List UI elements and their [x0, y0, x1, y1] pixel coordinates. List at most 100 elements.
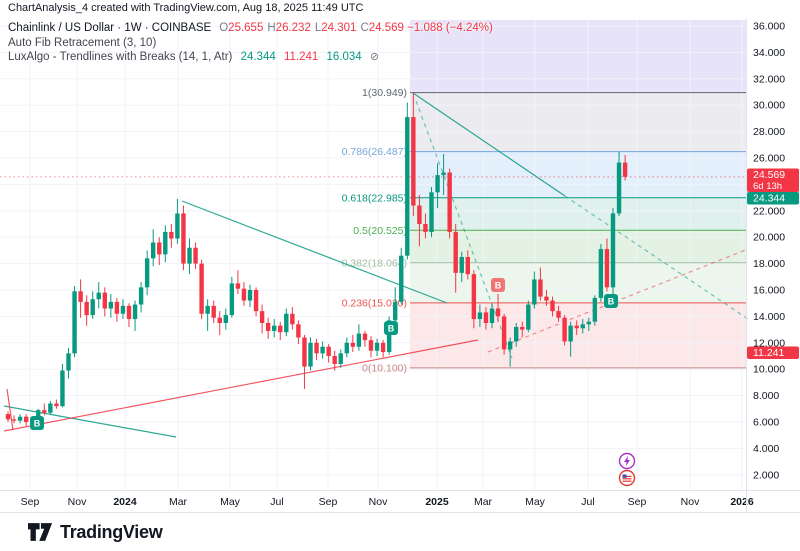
candle-body [622, 162, 628, 177]
candle-body [459, 257, 464, 273]
candle-body [66, 353, 71, 371]
time-axis-label: 2024 [113, 496, 137, 508]
candle-body [42, 410, 47, 413]
candle-body [411, 117, 416, 206]
time-axis-label: May [220, 496, 241, 508]
candle-body [247, 290, 253, 301]
candle-body [489, 308, 495, 323]
fib-level-label: 0.382(18.064) [342, 257, 407, 269]
candle-body [175, 213, 180, 239]
time-axis-label: Nov [369, 496, 388, 508]
price-axis-label: 2.000 [753, 469, 779, 481]
trendline [3, 339, 479, 432]
price-axis-label: 34.000 [753, 47, 785, 59]
candle-body [108, 301, 114, 309]
candle-body [483, 312, 489, 323]
price-axis-divider [746, 18, 747, 512]
auto-fib-indicator-title: Auto Fib Retracement (3, 10) [8, 36, 157, 49]
time-axis-label: Nov [68, 496, 87, 508]
candlestick-series[interactable] [5, 92, 628, 426]
candle-body [453, 231, 458, 273]
time-axis-label: 2026 [730, 496, 754, 508]
legend-fib-row[interactable]: Auto Fib Retracement (3, 10) [8, 36, 493, 51]
tradingview-logo-text: TradingView [60, 521, 163, 542]
candle-body [477, 312, 483, 320]
candle-body [126, 305, 132, 320]
candle-body [211, 305, 216, 318]
fib-level-label: 0.5(20.525) [353, 225, 407, 237]
candle-body [574, 325, 579, 329]
candle-body [241, 288, 247, 301]
trendline [3, 405, 177, 438]
price-axis-label: 36.000 [753, 21, 785, 33]
legend-luxalgo-row[interactable]: LuxAlgo - Trendlines with Breaks (14, 1,… [8, 50, 493, 65]
candle-body [417, 205, 422, 224]
fib-level-label: 0.236(15.020) [342, 297, 407, 309]
trendline-break-label [604, 294, 618, 308]
candle-body [586, 321, 591, 325]
time-axis[interactable]: Sep Nov 2024 Mar May Jul Sep Nov 2025 Mar May Jul Se… [21, 496, 754, 508]
candle-body [598, 249, 604, 298]
time-axis-label: Jul [581, 496, 594, 508]
fib-level-label: 1(30.949) [362, 87, 407, 99]
candle-body [253, 290, 259, 312]
candle-body [11, 419, 17, 421]
candle-body [296, 324, 301, 338]
candle-body [259, 311, 265, 323]
time-axis-label: Sep [319, 496, 338, 508]
candle-body [405, 117, 410, 256]
candle-body [393, 301, 398, 321]
price-badge-countdown: 6d 13h [753, 181, 782, 192]
candle-body [501, 316, 507, 350]
snapshot-meta-bar: ChartAnalysis_4 created with TradingView… [0, 0, 800, 18]
candle-body [132, 304, 138, 320]
price-axis-label: 30.000 [753, 100, 785, 112]
candle-body [72, 291, 77, 354]
candle-body [544, 296, 549, 301]
chart-canvas[interactable]: 1(30.949) 0.786(26.487) 0.618(22.985) 0.5(2… [0, 18, 800, 512]
time-axis-label: Jul [270, 496, 283, 508]
candle-body [580, 324, 585, 329]
candle-body [507, 341, 513, 350]
time-axis-divider [0, 490, 800, 491]
time-axis-label: Mar [474, 496, 493, 508]
candle-body [616, 162, 622, 214]
indicator-hidden-icon[interactable]: ⊘ [369, 51, 380, 63]
candle-body [465, 257, 470, 275]
candle-body [278, 325, 283, 333]
candle-body [368, 340, 374, 351]
candle-body [550, 300, 555, 312]
lightning-glyph [624, 456, 630, 466]
candle-body [314, 342, 319, 354]
price-axis-label: 20.000 [753, 232, 785, 244]
candle-body [592, 297, 598, 322]
price-axis-label: 10.000 [753, 364, 785, 376]
price-axis-label: 14.000 [753, 311, 785, 323]
candle-body [556, 311, 561, 318]
candle-body [169, 231, 174, 239]
luxalgo-slope-value: 16.034 [326, 51, 362, 63]
price-axis[interactable]: 36.00034.00032.00030.00028.00026.00024.0… [753, 21, 785, 482]
ohlc-close-label: C [360, 22, 369, 34]
price-axis-label: 4.000 [753, 443, 779, 455]
fib-band [410, 197, 746, 231]
candle-body [604, 249, 610, 288]
price-axis-label: 28.000 [753, 126, 785, 138]
chart-legend: Chainlink / US Dollar · 1W · COINBASE O25… [8, 21, 493, 65]
price-badge-value: 24.569 [753, 169, 785, 181]
candle-body [78, 291, 83, 302]
luxalgo-upper-value: 24.344 [240, 51, 276, 63]
event-markers[interactable] [618, 452, 636, 487]
ohlc-high-value: 26.232 [275, 22, 311, 34]
candle-body [320, 346, 325, 354]
price-badge-value: 11.241 [753, 347, 784, 359]
trendline-break-label [491, 278, 505, 292]
fib-level-label: 0.618(22.985) [342, 192, 407, 204]
ohlc-open-value: 25.655 [228, 22, 264, 34]
candle-body [157, 242, 162, 255]
candle-body [344, 342, 349, 354]
candle-body [562, 317, 567, 342]
legend-symbol-row[interactable]: Chainlink / US Dollar · 1W · COINBASE O25… [8, 21, 493, 36]
trendline-break-labels: B B B B [30, 278, 618, 430]
